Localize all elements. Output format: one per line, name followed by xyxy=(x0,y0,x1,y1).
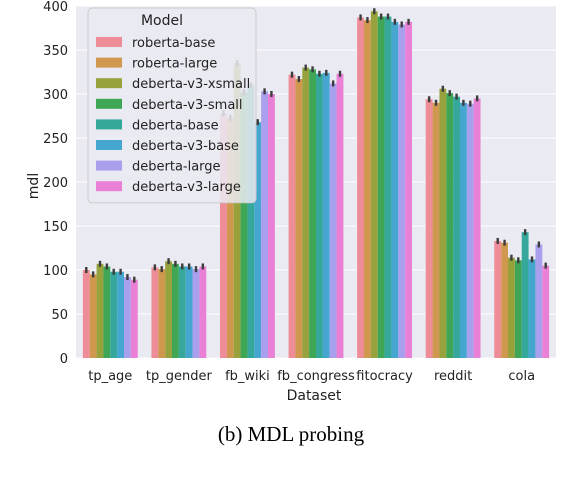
x-tick-label: reddit xyxy=(434,369,472,384)
bar-deberta-large-cola xyxy=(535,244,542,358)
bar-deberta-v3-small-tp_gender xyxy=(172,264,179,358)
bar-roberta-base-fb_congress xyxy=(289,75,296,358)
bar-deberta-v3-xsmall-cola xyxy=(508,258,515,358)
plot-area: 0 50 100 150 200 250 300 350 400 tp_age tp_gender f… xyxy=(43,0,556,384)
y-tick-label: 100 xyxy=(43,264,68,279)
bar-deberta-v3-large-cola xyxy=(542,266,549,358)
bar-deberta-v3-small-tp_age xyxy=(103,266,110,358)
bar-deberta-base-tp_age xyxy=(110,272,117,358)
figure-caption: (b) MDL probing xyxy=(0,422,582,447)
bar-deberta-v3-xsmall-tp_gender xyxy=(165,261,172,358)
bar-deberta-large-reddit xyxy=(467,104,474,358)
bar-deberta-v3-xsmall-fitocracy xyxy=(371,11,378,358)
bar-deberta-v3-base-reddit xyxy=(460,103,467,358)
legend-entry: deberta-v3-base xyxy=(132,139,239,154)
legend-entry: deberta-large xyxy=(132,160,221,175)
legend-entry: deberta-v3-large xyxy=(132,180,241,195)
bar-deberta-large-fb_wiki xyxy=(261,91,268,358)
x-tick-label: fb_wiki xyxy=(225,369,270,384)
legend-entry: deberta-v3-small xyxy=(132,98,243,113)
x-tick-label: tp_gender xyxy=(146,369,213,384)
y-tick-label: 50 xyxy=(51,308,68,323)
bar-deberta-v3-large-reddit xyxy=(474,98,481,358)
bar-deberta-v3-small-fb_congress xyxy=(309,69,316,358)
bar-deberta-large-fitocracy xyxy=(398,24,405,358)
y-tick-label: 300 xyxy=(43,88,68,103)
y-tick-label: 350 xyxy=(43,44,68,59)
legend-swatch xyxy=(96,58,122,68)
bar-deberta-v3-small-fitocracy xyxy=(378,17,385,358)
bar-deberta-large-tp_gender xyxy=(193,269,200,358)
bar-roberta-base-tp_gender xyxy=(151,267,158,358)
bar-roberta-large-reddit xyxy=(433,103,440,358)
legend-entry: roberta-base xyxy=(132,36,215,51)
y-axis-label: mdl xyxy=(26,173,42,199)
bar-deberta-v3-large-tp_gender xyxy=(199,266,206,358)
bar-deberta-v3-small-cola xyxy=(515,260,522,358)
legend-swatch xyxy=(96,181,122,191)
bar-deberta-large-tp_age xyxy=(124,277,131,358)
bar-deberta-base-reddit xyxy=(453,97,460,358)
legend-title: Model xyxy=(141,13,183,29)
bar-roberta-large-tp_gender xyxy=(158,269,165,358)
bar-deberta-base-fb_congress xyxy=(316,74,323,358)
bar-roberta-large-tp_age xyxy=(90,274,97,358)
bar-deberta-base-cola xyxy=(522,232,529,358)
bar-roberta-large-fitocracy xyxy=(364,20,371,358)
x-tick-label: fb_congress xyxy=(277,369,355,384)
bar-roberta-base-fitocracy xyxy=(357,17,364,358)
y-tick-label: 150 xyxy=(43,220,68,235)
legend-entry: deberta-v3-xsmall xyxy=(132,77,250,92)
bar-deberta-v3-large-fb_congress xyxy=(337,74,344,358)
bar-deberta-v3-large-fitocracy xyxy=(405,22,412,358)
x-tick-label: fitocracy xyxy=(356,369,413,384)
bar-deberta-base-tp_gender xyxy=(179,266,186,358)
bar-deberta-large-fb_congress xyxy=(330,83,337,358)
bar-deberta-v3-base-tp_gender xyxy=(186,266,193,358)
legend-entry: roberta-large xyxy=(132,57,217,72)
x-tick-label: tp_age xyxy=(88,369,132,384)
bar-deberta-v3-large-tp_age xyxy=(131,280,138,358)
bar-deberta-v3-xsmall-reddit xyxy=(439,89,446,358)
bar-roberta-base-tp_age xyxy=(83,270,90,358)
legend-swatch xyxy=(96,37,122,47)
x-axis-label: Dataset xyxy=(287,388,342,404)
bar-deberta-v3-xsmall-tp_age xyxy=(97,264,104,358)
legend-swatch xyxy=(96,78,122,88)
bar-roberta-large-fb_congress xyxy=(295,79,302,358)
legend-entry: deberta-base xyxy=(132,118,219,133)
bar-deberta-base-fitocracy xyxy=(385,17,392,358)
legend-swatch xyxy=(96,140,122,150)
bar-roberta-large-cola xyxy=(501,243,508,358)
y-tick-label: 200 xyxy=(43,176,68,191)
legend-swatch xyxy=(96,119,122,129)
bar-deberta-v3-base-fb_congress xyxy=(323,73,330,358)
bar-deberta-v3-large-fb_wiki xyxy=(268,94,275,358)
bar-deberta-v3-small-reddit xyxy=(446,93,453,358)
x-tick-label: cola xyxy=(508,369,535,384)
bar-deberta-v3-base-fitocracy xyxy=(391,22,398,358)
bar-deberta-v3-base-cola xyxy=(529,259,536,358)
legend-swatch xyxy=(96,99,122,109)
bar-deberta-v3-base-tp_age xyxy=(117,272,124,358)
y-tick-label: 0 xyxy=(60,352,68,367)
bar-roberta-base-reddit xyxy=(426,99,433,358)
y-tick-label: 400 xyxy=(43,0,68,15)
bar-roberta-base-cola xyxy=(494,241,501,358)
y-tick-label: 250 xyxy=(43,132,68,147)
legend-swatch xyxy=(96,161,122,171)
bar-deberta-v3-xsmall-fb_congress xyxy=(302,68,309,358)
